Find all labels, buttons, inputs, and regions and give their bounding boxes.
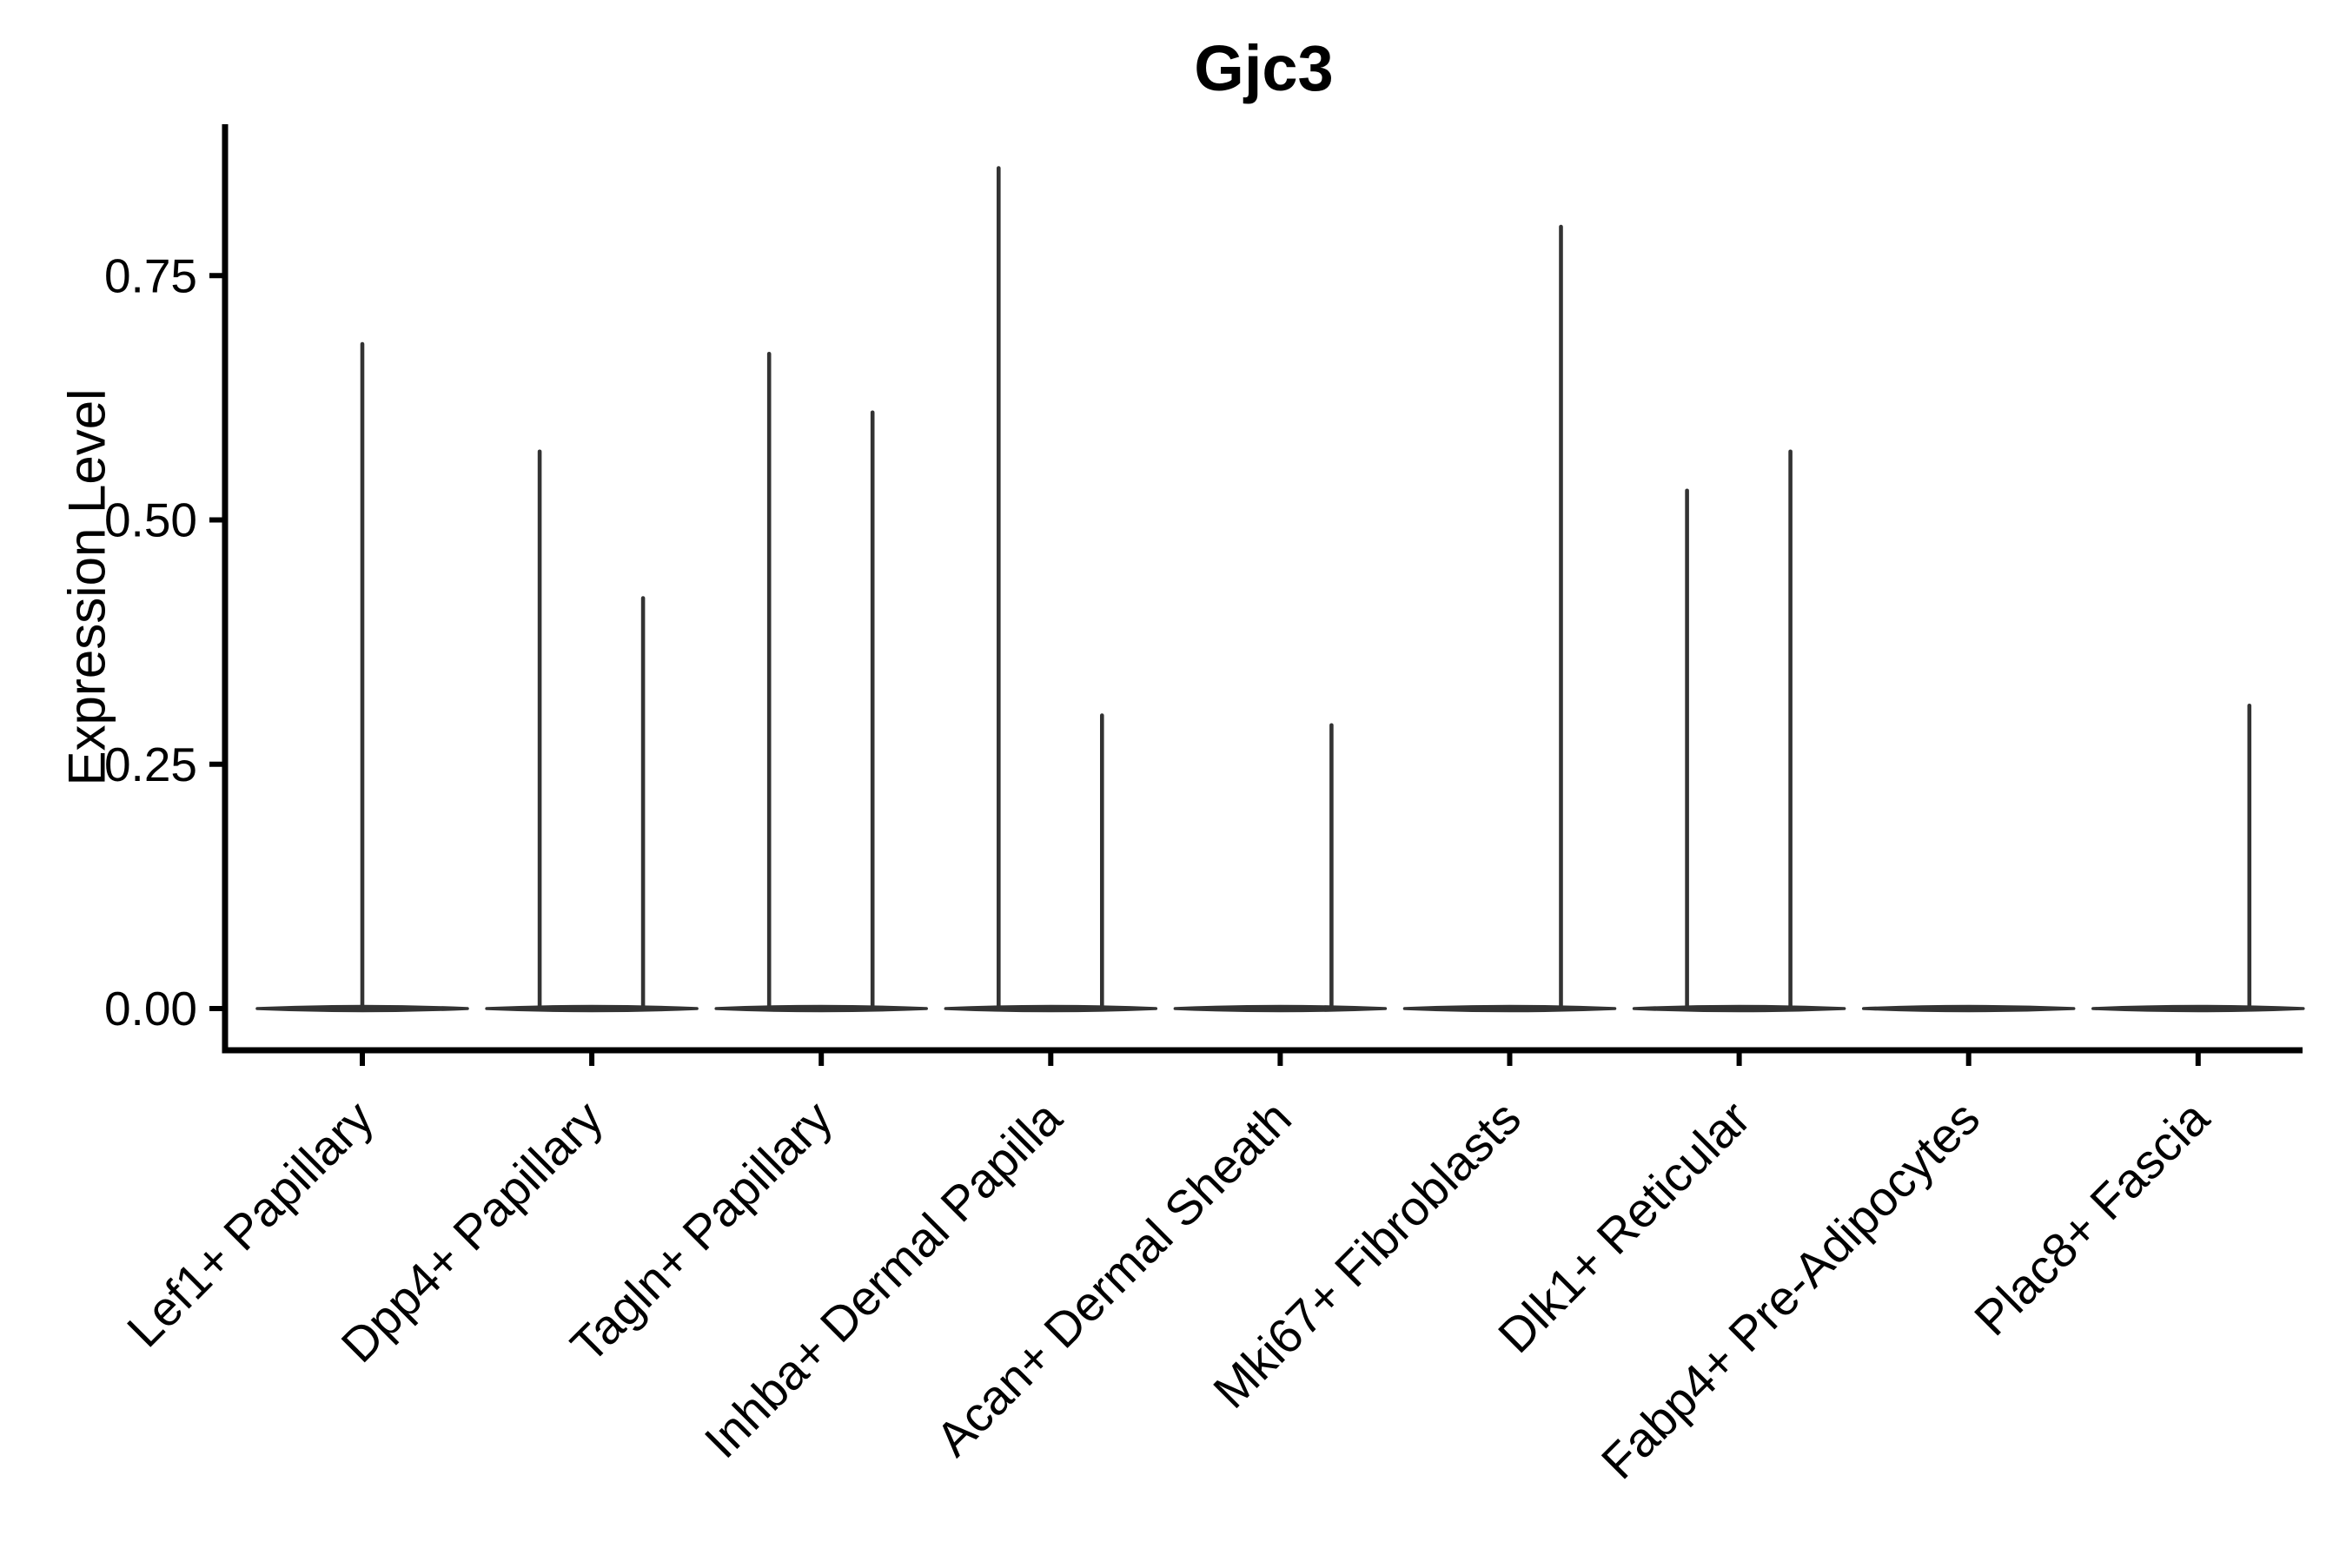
x-tick-label: Plac8+ Fascia [1964,1089,2220,1346]
violin-baseline [485,1004,699,1013]
chart-title: Gjc3 [1194,32,1334,104]
violin-baseline [1632,1004,1846,1013]
y-tick-label: 0.25 [104,738,197,791]
y-tick-label: 0.75 [104,248,197,302]
violin-baseline [2091,1004,2305,1013]
y-tick-label: 0.50 [104,493,197,547]
violin-baseline [1861,1004,2076,1013]
violin-baseline [944,1004,1158,1013]
violin-baseline [1173,1004,1388,1013]
y-axis-label: Expression Level [57,388,116,786]
violin-baseline [714,1004,928,1013]
violin-baseline [1402,1004,1617,1013]
x-tick-label: Fabp4+ Pre-Adipocytes [1591,1090,1990,1489]
y-tick-label: 0.00 [104,982,197,1035]
x-tick-label: Lef1+ Papillary [116,1090,384,1358]
